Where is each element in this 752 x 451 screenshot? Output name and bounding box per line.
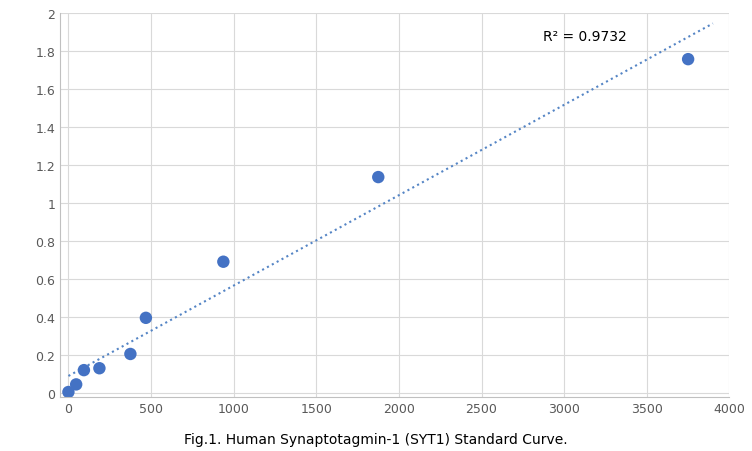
Point (682, 56, 694, 64)
Point (78, 367, 90, 374)
Text: Fig.1. Human Synaptotagmin-1 (SYT1) Standard Curve.: Fig.1. Human Synaptotagmin-1 (SYT1) Stan… (184, 433, 568, 446)
Text: R² = 0.9732: R² = 0.9732 (543, 30, 626, 44)
Point (62, 388, 74, 396)
Point (93, 365, 105, 372)
Point (124, 350, 136, 358)
Point (140, 314, 152, 322)
Point (372, 174, 384, 181)
Point (217, 258, 229, 266)
Point (70, 381, 82, 388)
